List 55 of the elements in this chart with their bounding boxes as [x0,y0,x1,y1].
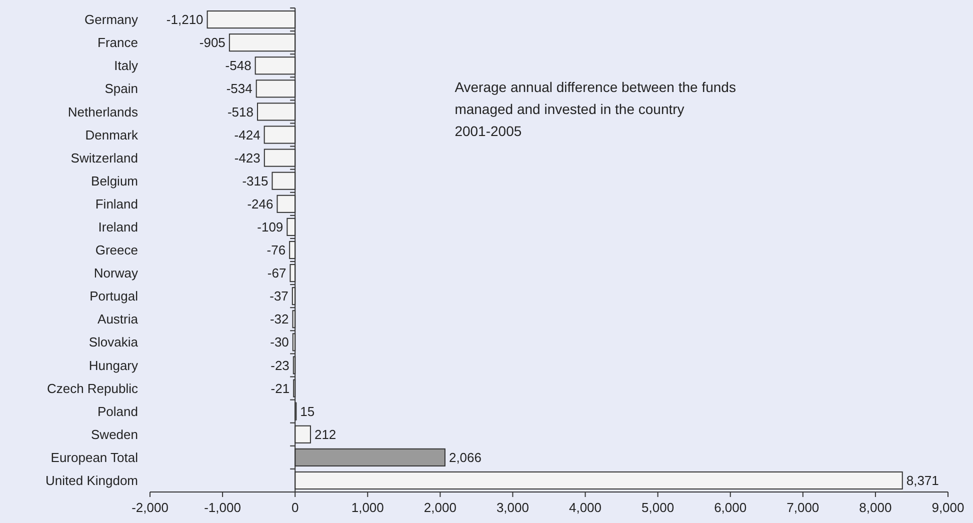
data-label: -518 [227,104,254,120]
x-tick-label: 3,000 [496,500,529,515]
y-tick-label: Italy [114,58,138,74]
data-label: -32 [270,312,289,327]
x-tick-label: 5,000 [642,500,674,515]
data-label: -423 [234,150,260,166]
x-tick-label: 6,000 [714,500,747,515]
data-label: -23 [270,358,290,373]
x-tick-label: 0 [291,500,299,515]
data-label: -109 [257,220,284,234]
y-tick-label: Finland [95,196,138,212]
text: Average annual difference between the funds managed and invested in the country 2001-2005 [454,79,736,139]
y-tick-label: European Total [50,450,138,465]
y-tick-label: Portugal [90,288,138,304]
x-tick-label: 8,000 [859,500,892,515]
data-label: -534 [226,81,252,96]
y-tick-label: France [98,35,138,50]
y-tick-label: Denmark [85,127,138,142]
y-tick-label: Ireland [98,220,138,234]
data-label: -76 [266,242,286,258]
data-label: -21 [270,380,290,396]
data-label: -67 [267,266,286,281]
data-label: 212 [314,426,336,442]
data-label: 8,371 [906,473,939,488]
y-tick-label: Spain [104,81,138,96]
data-label: -548 [225,58,252,74]
y-tick-label: Belgium [91,173,138,188]
data-label: -246 [247,196,274,212]
y-tick-label: Netherlands [68,104,138,120]
y-tick-label: Czech Republic [46,380,138,396]
x-tick-label: 4,000 [569,500,602,515]
x-tick-label: -1,000 [204,500,241,515]
y-tick-label: Greece [95,242,138,258]
data-label: -30 [270,334,289,350]
y-tick-label: United Kingdom [46,473,138,488]
x-tick-label: 1,000 [351,500,384,515]
x-tick-label: -2,000 [132,500,168,515]
x-tick-label: 9,000 [932,500,964,515]
y-tick-label: Poland [98,404,138,419]
y-tick-label: Switzerland [70,150,138,166]
data-label: -315 [242,173,268,188]
x-tick-label: 2,000 [424,500,456,515]
y-tick-label: Sweden [91,426,138,442]
data-label: 2,066 [448,450,482,465]
y-tick-label: Hungary [88,358,138,373]
y-tick-label: Norway [94,266,138,281]
x-tick-label: 7,000 [786,500,820,515]
y-tick-label: Slovakia [88,334,139,350]
data-label: -905 [199,35,226,50]
data-label: -37 [270,288,288,304]
y-tick-label: Austria [98,312,139,327]
data-label: 15 [300,404,315,419]
data-label: -1,210 [166,12,204,28]
data-label: -424 [234,127,260,142]
y-tick-label: Germany [84,12,138,28]
